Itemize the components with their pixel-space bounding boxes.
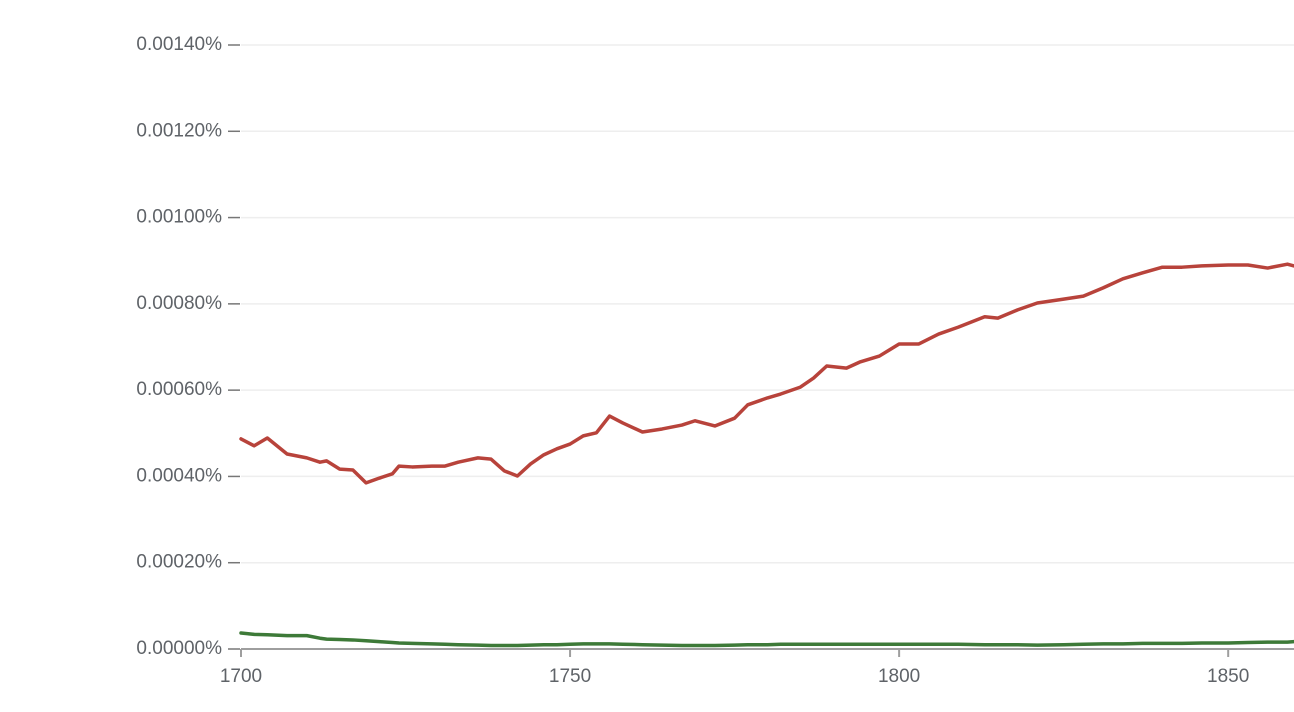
y-tick-label: 0.00080% (136, 293, 222, 314)
y-tick-label: 0.00040% (136, 465, 222, 486)
x-tick-label: 1750 (549, 666, 591, 687)
series-line (239, 262, 1294, 485)
y-tick-label: 0.00000% (136, 638, 222, 659)
x-tick-label: 1800 (878, 666, 920, 687)
y-tick-label: 0.00120% (136, 120, 222, 141)
y-tick-label: 0.00100% (136, 207, 222, 228)
y-tick-label: 0.00140% (136, 34, 222, 55)
series-line (239, 631, 1294, 648)
y-tick-label: 0.00060% (136, 379, 222, 400)
x-tick-label: 1700 (220, 666, 262, 687)
y-tick-label: 0.00020% (136, 552, 222, 573)
x-tick-label: 1850 (1207, 666, 1249, 687)
